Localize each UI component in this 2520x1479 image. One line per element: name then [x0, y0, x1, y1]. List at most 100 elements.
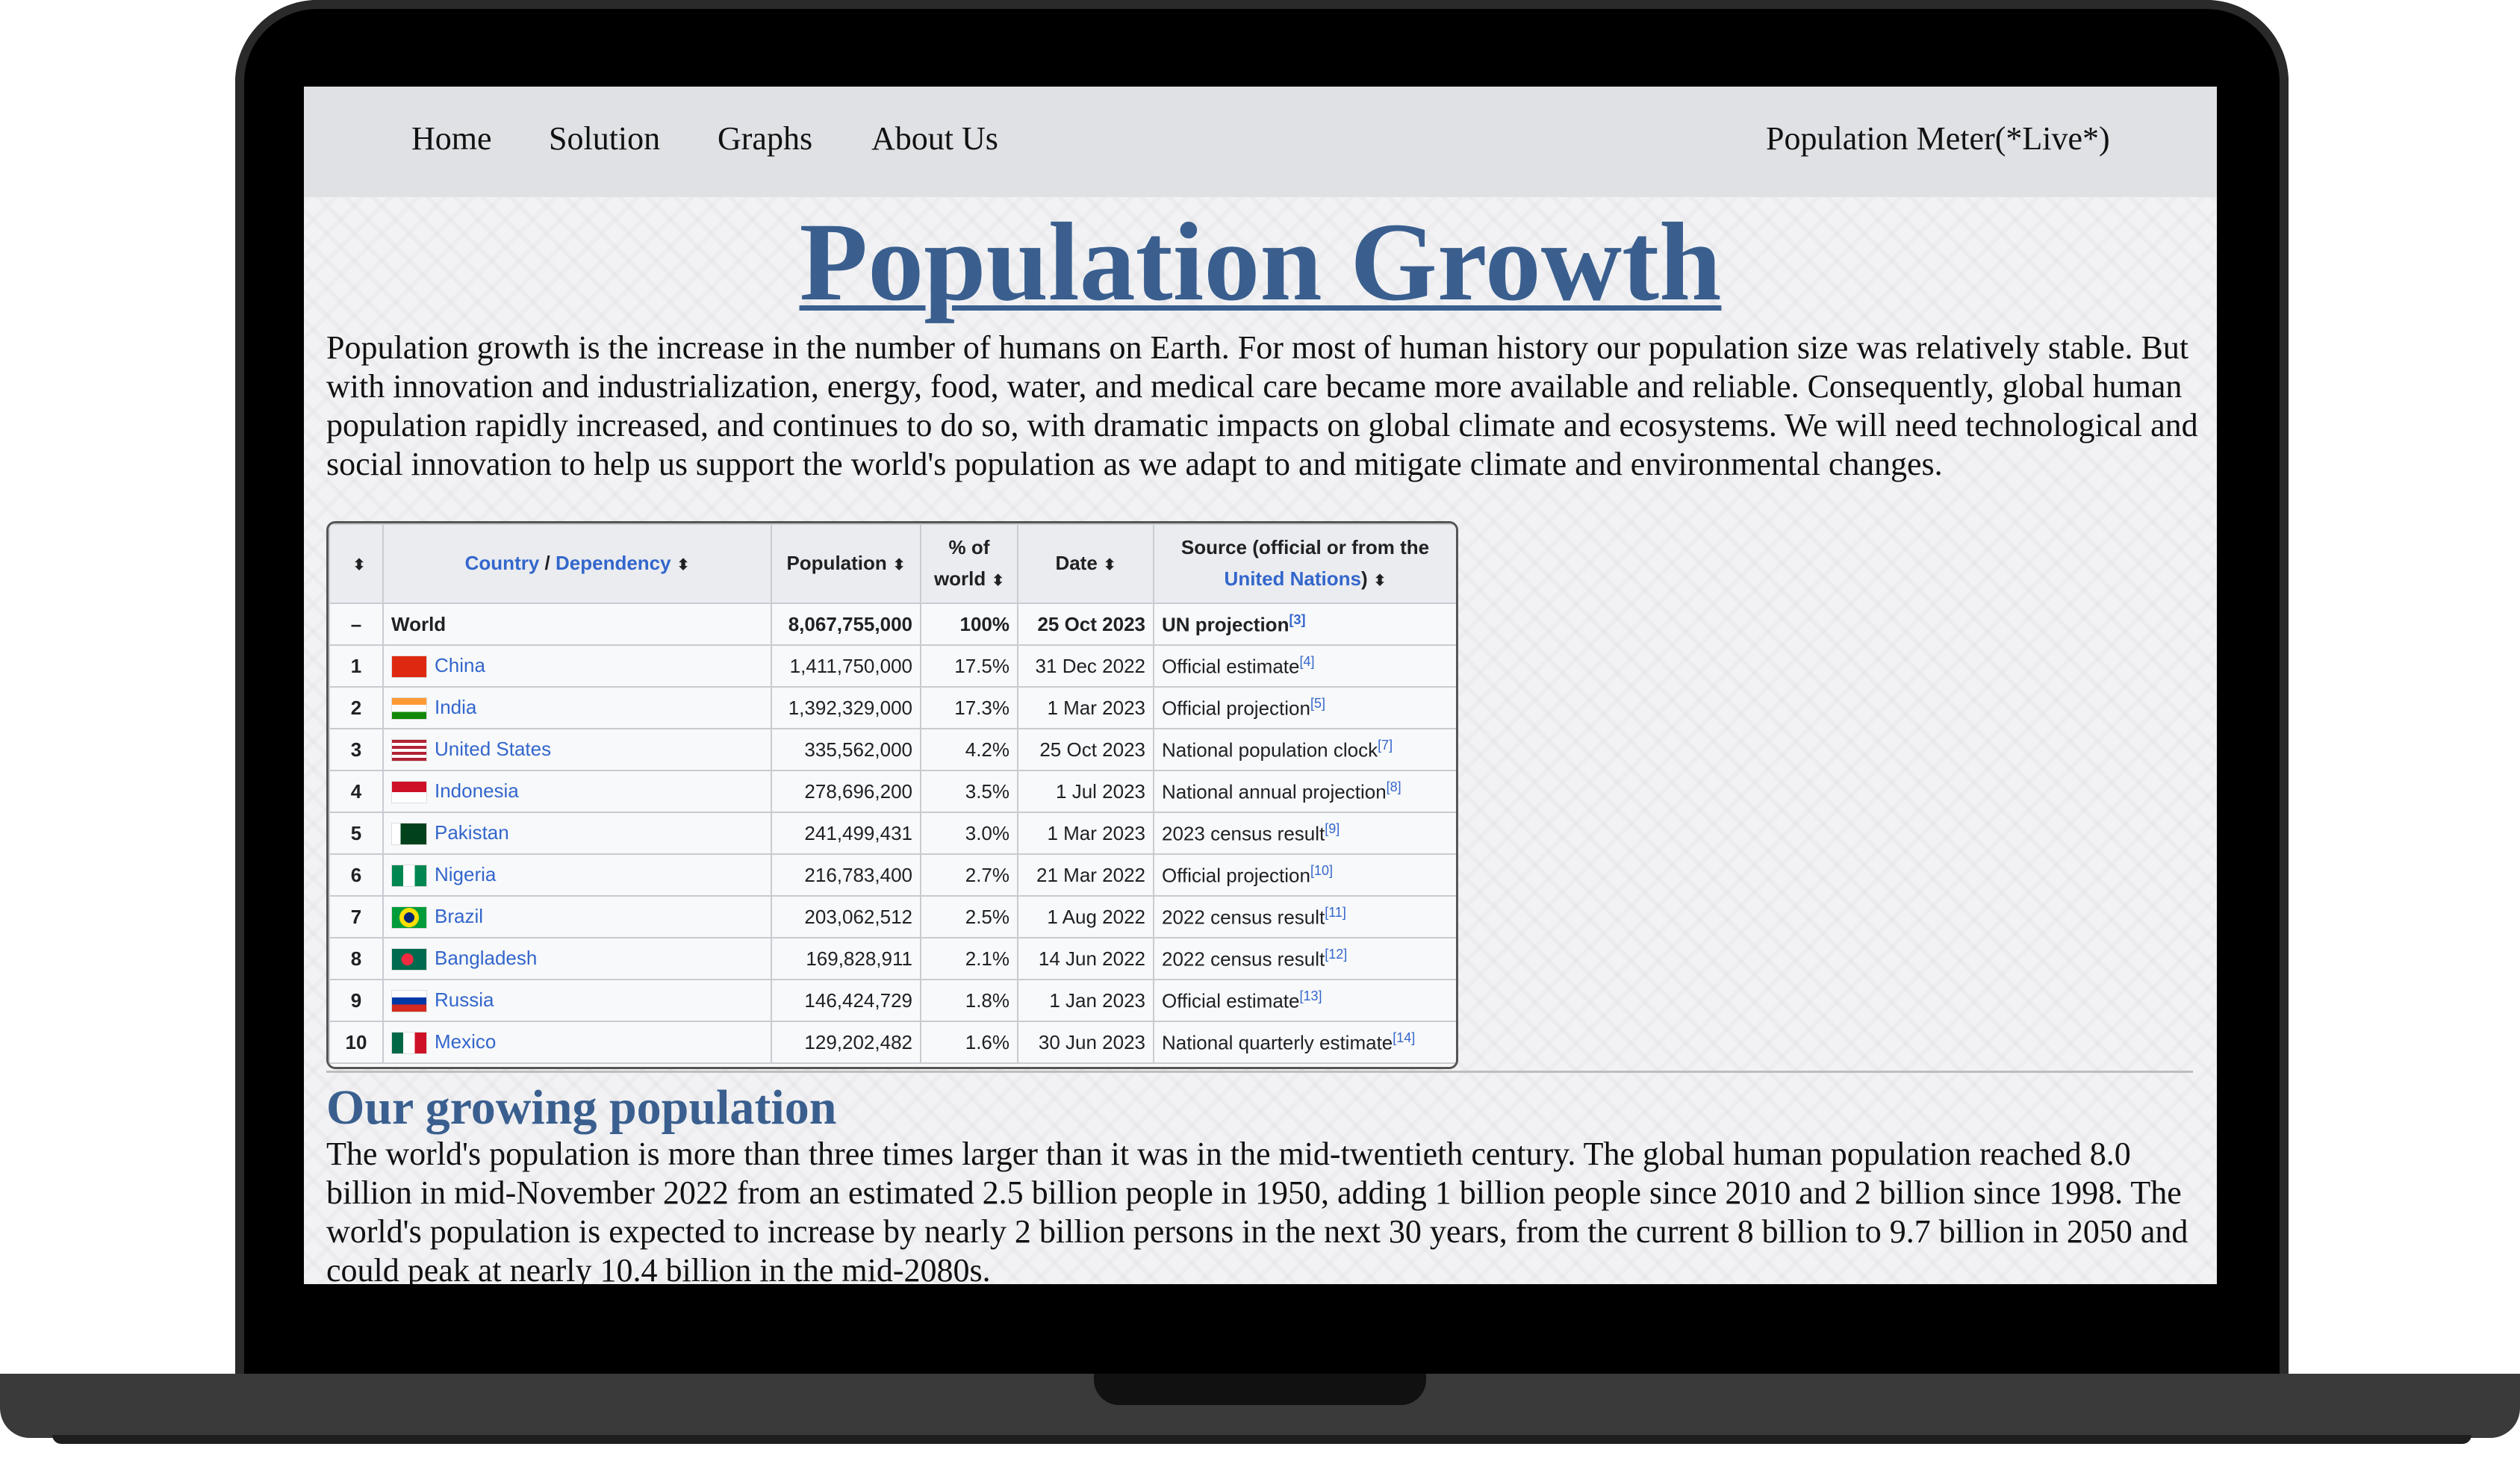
header-date[interactable]: Date ⬍	[1017, 523, 1154, 604]
country-link[interactable]: Country	[464, 551, 540, 574]
reference-link[interactable]: [4]	[1299, 653, 1315, 669]
population-cell: 335,562,000	[771, 728, 921, 771]
country-cell: United States	[382, 728, 772, 771]
population-cell: 241,499,431	[771, 812, 921, 855]
source-cell: 2023 census result[9]	[1153, 812, 1456, 855]
source-cell: Official projection[10]	[1153, 853, 1456, 897]
date-cell: 1 Mar 2023	[1017, 686, 1154, 729]
reference-link[interactable]: [5]	[1310, 695, 1325, 711]
country-cell: World	[382, 603, 772, 646]
dependency-link[interactable]: Dependency	[555, 551, 671, 574]
percent-cell: 3.0%	[920, 812, 1018, 855]
russia-flag-icon	[391, 990, 427, 1013]
country-link[interactable]: Bangladesh	[435, 946, 538, 969]
percent-cell: 3.5%	[920, 770, 1018, 813]
top-navbar: Home Solution Graphs About Us Population…	[304, 87, 2217, 197]
brazil-flag-icon	[391, 906, 427, 930]
rank-cell: 7	[329, 895, 384, 938]
table-header-row: ⬍ Country / Dependency ⬍ Population ⬍ % of…	[329, 523, 1456, 604]
percent-cell: 2.5%	[920, 895, 1018, 938]
percent-cell: 4.2%	[920, 728, 1018, 771]
table-row: 1 China 1,411,750,000 17.5% 31 Dec 2022 Offic…	[329, 644, 1456, 688]
header-source[interactable]: Source (official or from the United Nati…	[1153, 523, 1456, 604]
country-link[interactable]: Brazil	[435, 904, 484, 927]
sort-icon: ⬍	[992, 572, 1005, 589]
china-flag-icon	[391, 656, 427, 679]
population-cell: 203,062,512	[771, 895, 921, 938]
rank-cell: 2	[329, 686, 384, 729]
bangladesh-flag-icon	[391, 948, 427, 971]
reference-link[interactable]: [10]	[1310, 862, 1333, 878]
table-row: 4 Indonesia 278,696,200 3.5% 1 Jul 2023 Natio…	[329, 770, 1456, 813]
reference-link[interactable]: [13]	[1299, 988, 1322, 1003]
pakistan-flag-icon	[391, 823, 427, 846]
country-link[interactable]: United States	[435, 737, 552, 760]
source-cell: National quarterly estimate[14]	[1153, 1021, 1456, 1064]
united-nations-link[interactable]: United Nations	[1224, 567, 1361, 590]
country-link[interactable]: Indonesia	[435, 779, 519, 802]
mexico-flag-icon	[391, 1032, 427, 1055]
country-link[interactable]: Nigeria	[435, 862, 497, 885]
nav-graphs-link[interactable]: Graphs	[718, 120, 813, 157]
date-cell: 30 Jun 2023	[1017, 1021, 1154, 1064]
table-row: 3 United States 335,562,000 4.2% 25 Oct 2023…	[329, 728, 1456, 771]
reference-link[interactable]: [14]	[1393, 1030, 1416, 1045]
header-population[interactable]: Population ⬍	[771, 523, 921, 604]
section-heading: Our growing population	[326, 1080, 837, 1135]
page-title: Population Growth	[799, 200, 1722, 324]
reference-link[interactable]: [7]	[1378, 737, 1393, 753]
nav-about-link[interactable]: About Us	[871, 120, 998, 157]
country-link[interactable]: Russia	[435, 988, 494, 1011]
rank-cell: 3	[329, 728, 384, 771]
nav-population-meter-link[interactable]: Population Meter(*Live*)	[1766, 120, 2110, 157]
usa-flag-icon	[391, 739, 427, 762]
nav-solution-link[interactable]: Solution	[549, 120, 661, 157]
header-percent[interactable]: % of world ⬍	[920, 523, 1018, 604]
percent-cell: 2.1%	[920, 937, 1018, 980]
browser-screen: Home Solution Graphs About Us Population…	[304, 87, 2217, 1284]
nav-home-link[interactable]: Home	[411, 120, 492, 157]
date-cell: 1 Mar 2023	[1017, 812, 1154, 855]
reference-link[interactable]: [9]	[1325, 821, 1340, 836]
reference-link[interactable]: [3]	[1289, 611, 1306, 627]
reference-link[interactable]: [8]	[1386, 779, 1401, 794]
rank-cell: 5	[329, 812, 384, 855]
rank-cell: 1	[329, 644, 384, 688]
population-table: ⬍ Country / Dependency ⬍ Population ⬍ % of…	[326, 521, 1458, 1069]
source-cell: Official projection[5]	[1153, 686, 1456, 729]
table-row: 9 Russia 146,424,729 1.8% 1 Jan 2023 Official…	[329, 979, 1456, 1022]
source-cell: National population clock[7]	[1153, 728, 1456, 771]
source-cell: UN projection[3]	[1153, 603, 1456, 646]
india-flag-icon	[391, 697, 427, 720]
rank-cell: 9	[329, 979, 384, 1022]
header-rank[interactable]: ⬍	[329, 523, 384, 604]
country-cell: Mexico	[382, 1021, 772, 1064]
date-cell: 1 Jul 2023	[1017, 770, 1154, 813]
reference-link[interactable]: [11]	[1325, 904, 1346, 920]
country-link[interactable]: Mexico	[435, 1030, 497, 1053]
source-cell: 2022 census result[11]	[1153, 895, 1456, 938]
source-cell: Official estimate[4]	[1153, 644, 1456, 688]
sort-icon: ⬍	[1373, 572, 1387, 589]
date-cell: 25 Oct 2023	[1017, 603, 1154, 646]
laptop-notch	[1094, 1374, 1426, 1405]
percent-cell: 17.5%	[920, 644, 1018, 688]
date-cell: 21 Mar 2022	[1017, 853, 1154, 897]
rank-cell: –	[329, 603, 384, 646]
country-link[interactable]: Pakistan	[435, 821, 509, 844]
population-cell: 1,392,329,000	[771, 686, 921, 729]
nigeria-flag-icon	[391, 865, 427, 888]
table-row-world: – World 8,067,755,000 100% 25 Oct 2023 U…	[329, 603, 1456, 646]
country-cell: Russia	[382, 979, 772, 1022]
population-cell: 8,067,755,000	[771, 603, 921, 646]
reference-link[interactable]: [12]	[1325, 946, 1348, 962]
table-row: 7 Brazil 203,062,512 2.5% 1 Aug 2022 2022 cen…	[329, 895, 1456, 938]
header-country[interactable]: Country / Dependency ⬍	[382, 523, 772, 604]
country-link[interactable]: China	[435, 653, 485, 676]
country-cell: Nigeria	[382, 853, 772, 897]
indonesia-flag-icon	[391, 781, 427, 804]
date-cell: 14 Jun 2022	[1017, 937, 1154, 980]
country-link[interactable]: India	[435, 695, 477, 718]
laptop-base-shadow	[52, 1435, 2471, 1444]
percent-cell: 17.3%	[920, 686, 1018, 729]
